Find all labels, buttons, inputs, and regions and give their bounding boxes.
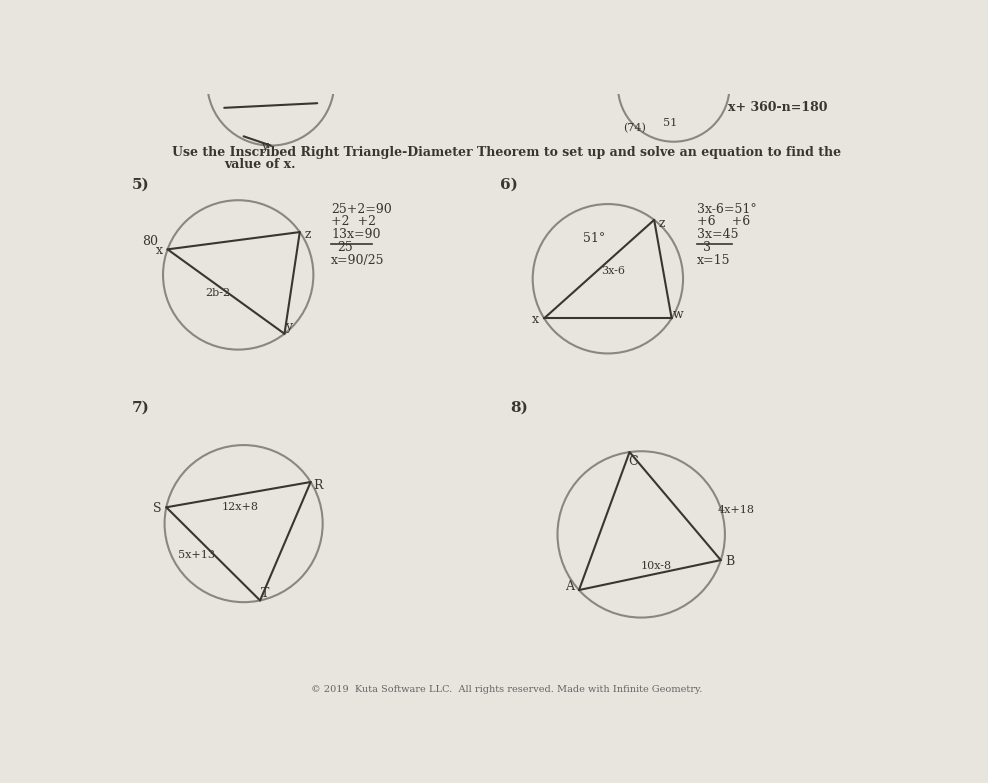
Text: 2b-2: 2b-2	[206, 288, 231, 298]
Text: +6    +6: +6 +6	[697, 215, 750, 229]
Text: 12x+8: 12x+8	[221, 502, 259, 512]
Text: value of x.: value of x.	[224, 157, 295, 171]
Text: 25: 25	[337, 241, 353, 254]
Text: S: S	[153, 503, 161, 515]
Text: 6): 6)	[500, 178, 518, 192]
Text: +2  +2: +2 +2	[331, 215, 376, 229]
Text: 10x-8: 10x-8	[640, 561, 672, 571]
Text: 5): 5)	[131, 178, 149, 192]
Text: C: C	[628, 455, 638, 467]
Text: x=90/25: x=90/25	[331, 254, 384, 267]
Text: 3: 3	[703, 241, 711, 254]
Text: T: T	[261, 587, 269, 600]
Text: 25+2=90: 25+2=90	[331, 203, 392, 216]
Text: 13x=90: 13x=90	[331, 228, 380, 240]
Text: 51: 51	[663, 118, 677, 128]
Text: w: w	[673, 308, 684, 321]
Text: x+ 360-n=180: x+ 360-n=180	[728, 101, 828, 114]
Text: B: B	[725, 555, 735, 568]
Text: x: x	[155, 244, 163, 258]
Text: z: z	[304, 228, 311, 241]
Text: A: A	[565, 579, 574, 593]
Text: 7): 7)	[131, 401, 149, 415]
Text: 51°: 51°	[583, 233, 605, 245]
Text: x: x	[533, 313, 539, 327]
Text: y: y	[285, 320, 291, 334]
Text: 8): 8)	[510, 401, 528, 415]
Text: 4x+18: 4x+18	[718, 505, 755, 515]
Text: R: R	[313, 479, 323, 493]
Text: 3x=45: 3x=45	[697, 228, 738, 240]
Text: (74): (74)	[623, 123, 646, 133]
Text: x=15: x=15	[697, 254, 730, 267]
Text: 5x+13: 5x+13	[178, 550, 214, 561]
Text: z: z	[659, 217, 665, 230]
Text: y: y	[261, 140, 268, 153]
Text: 3x-6=51°: 3x-6=51°	[697, 203, 757, 216]
Text: Use the Inscribed Right Triangle-Diameter Theorem to set up and solve an equatio: Use the Inscribed Right Triangle-Diamete…	[172, 146, 841, 159]
Text: © 2019  Kuta Software LLC.  All rights reserved. Made with Infinite Geometry.: © 2019 Kuta Software LLC. All rights res…	[310, 684, 702, 694]
Text: 3x-6: 3x-6	[601, 265, 625, 276]
Text: 80: 80	[142, 235, 158, 247]
